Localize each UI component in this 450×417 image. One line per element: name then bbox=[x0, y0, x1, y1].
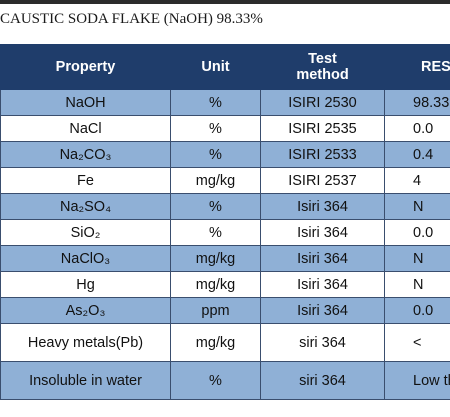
cell-test-method: Isiri 364 bbox=[260, 245, 385, 272]
cell-result: N bbox=[384, 245, 450, 272]
cell-property: Fe bbox=[0, 167, 171, 194]
table-row: Heavy metals(Pb) mg/kg siri 364 < bbox=[0, 323, 450, 362]
table-row: Na₂SO₄% Isiri 364 N bbox=[0, 193, 450, 220]
header-property: Property bbox=[0, 44, 171, 90]
spec-table-container: Property Unit Test method RES NaOH% ISIRI… bbox=[0, 44, 450, 417]
cell-result: 0.0 bbox=[384, 297, 450, 324]
cell-test-method: ISIRI 2535 bbox=[260, 115, 385, 142]
header-test-line1: Test bbox=[308, 51, 337, 67]
table-row: NaClO₃ mg/kg Isiri 364 N bbox=[0, 245, 450, 272]
table-row: NaCl% ISIRI 2535 0.0 bbox=[0, 115, 450, 142]
cell-test-method: siri 364 bbox=[260, 323, 385, 362]
cell-test-method: siri 364 bbox=[260, 361, 385, 400]
cell-test-method: Isiri 364 bbox=[260, 297, 385, 324]
cell-property: Heavy metals(Pb) bbox=[0, 323, 171, 362]
header-test-method: Test method bbox=[260, 44, 385, 90]
cell-property: SiO₂ bbox=[0, 219, 171, 246]
cell-unit: % bbox=[170, 193, 261, 220]
cell-property: As₂O₃ bbox=[0, 297, 171, 324]
cell-result: N bbox=[384, 271, 450, 298]
cell-result: 0.0 bbox=[384, 219, 450, 246]
cell-property: Hg bbox=[0, 271, 171, 298]
header-result: RES bbox=[384, 44, 450, 90]
header-test-line2: method bbox=[296, 67, 349, 83]
cell-unit: % bbox=[170, 115, 261, 142]
cell-unit: mg/kg bbox=[170, 245, 261, 272]
cell-test-method: Isiri 364 bbox=[260, 271, 385, 298]
cell-test-method: Isiri 364 bbox=[260, 219, 385, 246]
cell-test-method: ISIRI 2537 bbox=[260, 167, 385, 194]
cell-unit: % bbox=[170, 89, 261, 116]
table-header-row: Property Unit Test method RES bbox=[0, 44, 450, 90]
cell-property: NaCl bbox=[0, 115, 171, 142]
cell-unit: mg/kg bbox=[170, 271, 261, 298]
table-body: NaOH% ISIRI 2530 98.33 NaCl% ISIRI 2535 0.0 Na… bbox=[0, 89, 450, 400]
cell-unit: ppm bbox=[170, 297, 261, 324]
cell-test-method: ISIRI 2530 bbox=[260, 89, 385, 116]
cell-result: N bbox=[384, 193, 450, 220]
cell-result: Low than lim bbox=[384, 361, 450, 400]
cell-property: NaClO₃ bbox=[0, 245, 171, 272]
table-row: Fe mg/kg ISIRI 2537 4 bbox=[0, 167, 450, 194]
cell-test-method: ISIRI 2533 bbox=[260, 141, 385, 168]
cell-unit: mg/kg bbox=[170, 167, 261, 194]
table-row: As₂O₃ ppm Isiri 364 0.0 bbox=[0, 297, 450, 324]
cell-unit: mg/kg bbox=[170, 323, 261, 362]
table-row: Na₂CO₃% ISIRI 2533 0.4 bbox=[0, 141, 450, 168]
cell-result: 0.0 bbox=[384, 115, 450, 142]
top-edge-bar bbox=[0, 0, 450, 4]
cell-property: Insoluble in water bbox=[0, 361, 171, 400]
cell-result: 0.4 bbox=[384, 141, 450, 168]
cell-unit: % bbox=[170, 219, 261, 246]
table-row: Hg mg/kg Isiri 364 N bbox=[0, 271, 450, 298]
cell-unit: % bbox=[170, 361, 261, 400]
cell-test-method: Isiri 364 bbox=[260, 193, 385, 220]
cell-property: Na₂CO₃ bbox=[0, 141, 171, 168]
cell-property: Na₂SO₄ bbox=[0, 193, 171, 220]
document-title: CAUSTIC SODA FLAKE (NaOH) 98.33% bbox=[0, 11, 263, 27]
cell-property: NaOH bbox=[0, 89, 171, 116]
cell-unit: % bbox=[170, 141, 261, 168]
cell-result: < bbox=[384, 323, 450, 362]
cell-result: 98.33 bbox=[384, 89, 450, 116]
table-row: NaOH% ISIRI 2530 98.33 bbox=[0, 89, 450, 116]
spec-table: Property Unit Test method RES NaOH% ISIRI… bbox=[0, 44, 450, 400]
cell-result: 4 bbox=[384, 167, 450, 194]
table-row: SiO₂% Isiri 364 0.0 bbox=[0, 219, 450, 246]
header-unit: Unit bbox=[170, 44, 261, 90]
